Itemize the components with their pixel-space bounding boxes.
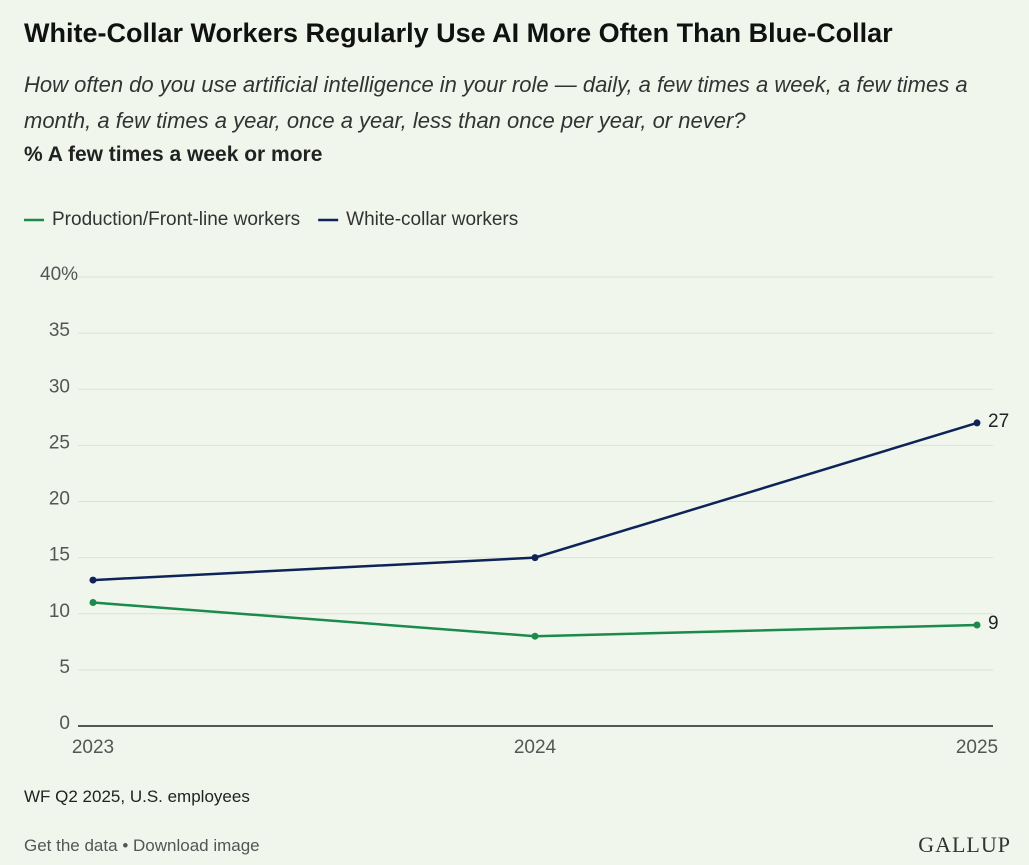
chart-subtitle: How often do you use artificial intellig… [24, 72, 968, 133]
measure-label: % A few times a week or more [24, 143, 323, 166]
y-tick-label: 5 [59, 657, 70, 678]
y-tick-label: 20 [49, 489, 70, 510]
y-tick-label: 0 [59, 713, 70, 734]
data-point [89, 599, 97, 607]
footer-links: Get the data • Download image [24, 836, 260, 856]
series-line [92, 601, 978, 638]
x-tick-label: 2023 [72, 737, 114, 758]
end-label: 27 [988, 411, 1009, 432]
x-tick-label: 2024 [514, 737, 557, 758]
y-tick-label: 40% [40, 264, 78, 285]
data-point [973, 621, 981, 629]
legend-label: White-collar workers [346, 209, 518, 230]
y-tick-label: 30 [49, 376, 70, 397]
download-image-link[interactable]: Download image [133, 836, 260, 855]
y-tick-label: 35 [49, 320, 70, 341]
source-note: WF Q2 2025, U.S. employees [24, 787, 250, 806]
end-label: 9 [988, 613, 999, 634]
x-tick-label: 2025 [956, 737, 998, 758]
data-point [89, 576, 97, 584]
y-tick-label: 25 [49, 432, 70, 453]
chart-title: White-Collar Workers Regularly Use AI Mo… [24, 18, 893, 48]
separator: • [122, 836, 129, 855]
logo: GALLUP [918, 832, 1011, 857]
data-point [531, 632, 539, 640]
y-tick-label: 10 [49, 601, 70, 622]
get-data-link[interactable]: Get the data [24, 836, 118, 855]
legend-label: Production/Front-line workers [52, 209, 300, 230]
y-tick-label: 15 [49, 545, 70, 566]
data-point [531, 554, 539, 562]
data-point [973, 419, 981, 427]
